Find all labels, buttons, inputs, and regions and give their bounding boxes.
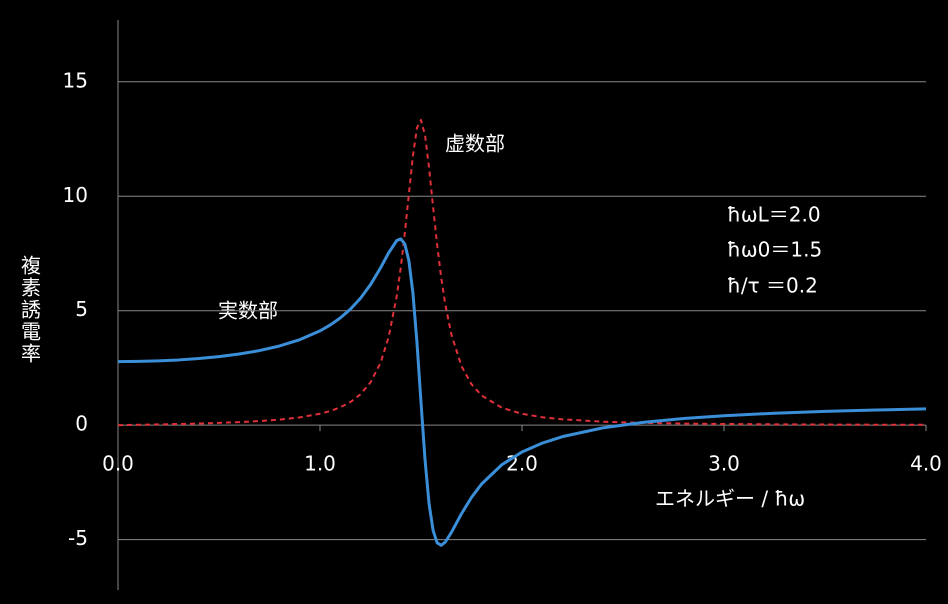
y-tick-label: 0	[75, 412, 88, 436]
y-tick-label: 10	[63, 183, 88, 207]
annotation: ħω0＝1.5	[727, 238, 822, 262]
x-tick-label: 1.0	[304, 452, 336, 476]
annotation: 虚数部	[445, 132, 505, 156]
x-axis-label: エネルギー / ħω	[655, 487, 805, 511]
y-tick-label: 5	[75, 297, 88, 321]
annotation: ħωL＝2.0	[727, 203, 821, 227]
y-tick-label: -5	[68, 526, 88, 550]
x-tick-label: 4.0	[910, 452, 942, 476]
x-tick-label: 2.0	[506, 452, 538, 476]
x-tick-label: 3.0	[708, 452, 740, 476]
y-tick-label: 15	[63, 68, 88, 92]
series-line	[117, 118, 927, 427]
series-line	[117, 237, 927, 547]
y-axis-label: 複素誘電率	[18, 255, 42, 365]
x-tick-label: 0.0	[102, 452, 134, 476]
annotation: ħ/τ ＝0.2	[727, 274, 818, 298]
